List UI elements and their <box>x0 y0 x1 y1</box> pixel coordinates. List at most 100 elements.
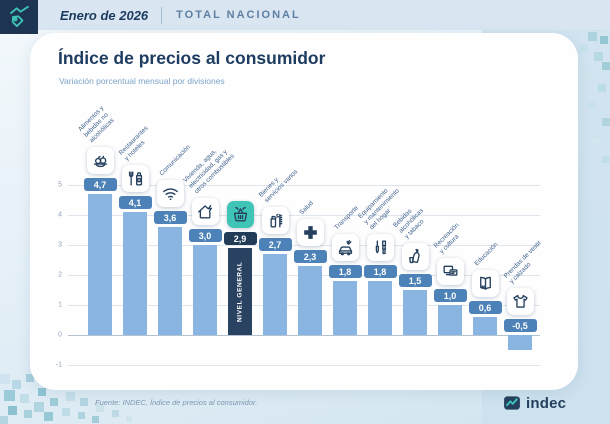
mosaic-square <box>34 402 44 412</box>
mosaic-square <box>26 374 34 382</box>
mosaic-square <box>112 410 119 417</box>
mosaic-square <box>0 374 10 384</box>
wifi-icon <box>156 180 184 207</box>
y-axis-tick: 1 <box>58 301 62 309</box>
bar-prendas-vestir <box>508 335 532 350</box>
ipc-tag-icon <box>0 0 38 34</box>
mosaic-square <box>92 416 99 423</box>
value-badge-transporte: 1,8 <box>328 265 362 278</box>
mosaic-square <box>8 406 17 415</box>
mosaic-square <box>4 390 15 401</box>
gridline <box>68 185 540 186</box>
mosaic-square <box>126 416 132 422</box>
mosaic-square <box>580 44 588 52</box>
y-axis-tick: -1 <box>55 361 62 369</box>
value-badge-comunicacion: 3,6 <box>153 211 187 224</box>
mosaic-square <box>38 388 46 396</box>
category-label-restaurantes: Restaurantes y hoteles <box>117 124 150 163</box>
y-axis-tick: 0 <box>58 331 62 339</box>
mosaic-square <box>602 156 609 163</box>
mosaic-square <box>24 410 32 418</box>
y-axis-tick: 3 <box>58 241 62 249</box>
mosaic-square <box>44 412 53 421</box>
basket-icon <box>226 201 254 228</box>
media-icon <box>436 258 464 285</box>
value-badge-nivel-general: 2,9 <box>223 232 257 245</box>
mosaic-square <box>588 102 595 109</box>
value-badge-prendas-vestir: -0,5 <box>503 319 537 332</box>
category-label-transporte: Transporte <box>333 204 360 232</box>
bar-chart: 5 4 3 2 1 0 -1 4,7 Alimentos y bebidas no alcohó… <box>30 33 578 390</box>
top-bar: Enero de 2026 TOTAL NACIONAL <box>0 0 610 30</box>
y-axis-tick: 5 <box>58 181 62 189</box>
mosaic-square <box>588 32 597 41</box>
category-label-bienes-servicios: Bienes y servicios varios <box>257 168 300 205</box>
spray-comb-icon <box>261 207 289 234</box>
mosaic-square <box>602 118 610 126</box>
bar-alimentos <box>88 194 112 335</box>
bar-transporte <box>333 281 357 335</box>
value-badge-alimentos: 4,7 <box>83 178 117 191</box>
bar-bebidas-tabaco <box>403 290 427 335</box>
tshirt-icon <box>506 288 534 315</box>
mosaic-square <box>600 36 608 44</box>
gridline <box>68 365 540 366</box>
mosaic-square <box>78 412 85 419</box>
mosaic-square <box>12 380 21 389</box>
indec-logo: indec <box>502 393 566 413</box>
mosaic-square <box>586 70 594 78</box>
car-wrench-icon <box>331 234 359 261</box>
value-badge-bebidas-tabaco: 1,5 <box>398 274 432 287</box>
bar-bienes-servicios <box>263 254 287 335</box>
value-badge-vivienda: 3,0 <box>188 229 222 242</box>
indec-logo-text: indec <box>526 394 567 412</box>
mosaic-square <box>592 138 599 145</box>
value-badge-recreacion: 1,0 <box>433 289 467 302</box>
health-cross-icon <box>296 219 324 246</box>
value-badge-bienes-servicios: 2,7 <box>258 238 292 251</box>
book-icon <box>471 270 499 297</box>
y-axis-tick: 4 <box>58 211 62 219</box>
bar-recreacion <box>438 305 462 335</box>
mosaic-square <box>80 398 88 406</box>
mosaic-square <box>598 84 606 92</box>
house-energy-icon <box>191 198 219 225</box>
bar-restaurantes <box>123 212 147 335</box>
mosaic-square <box>602 62 610 70</box>
source-note: Fuente: INDEC, Índice de precios al cons… <box>95 398 258 407</box>
gridline <box>68 215 540 216</box>
mosaic-square <box>20 394 29 403</box>
page-subtitle: Variación porcentual mensual por divisio… <box>59 76 225 86</box>
value-badge-salud: 2,3 <box>293 250 327 263</box>
mosaic-square <box>66 392 75 401</box>
value-badge-equipamiento-hogar: 1,8 <box>363 265 397 278</box>
bar-nivel-general: NIVEL GENERAL <box>228 248 252 335</box>
period-label: Enero de 2026 <box>60 7 149 23</box>
bar-equipamiento-hogar <box>368 281 392 335</box>
bar-vivienda <box>193 245 217 335</box>
header-divider <box>161 6 163 24</box>
value-badge-educacion: 0,6 <box>468 301 502 314</box>
scope-label: TOTAL NACIONAL <box>176 9 301 21</box>
mosaic-square <box>96 404 104 412</box>
value-badge-restaurantes: 4,1 <box>118 196 152 209</box>
food-icon <box>86 147 114 174</box>
mosaic-square <box>50 398 58 406</box>
y-axis-tick: 2 <box>58 271 62 279</box>
bottle-icon <box>401 243 429 270</box>
category-label-prendas-vestir: Prendas de vestir y calzado <box>502 239 543 286</box>
tools-icon <box>366 234 394 261</box>
cutlery-icon <box>121 165 149 192</box>
mosaic-square <box>594 52 603 61</box>
bar-educacion <box>473 317 497 335</box>
highlight-bar-label: NIVEL GENERAL <box>236 261 244 322</box>
bar-comunicacion <box>158 227 182 335</box>
category-label-alimentos: Alimentos y bebidas no alcohólicas <box>77 104 116 145</box>
gridline <box>68 335 540 336</box>
chart-card: Índice de precios al consumidor Variació… <box>30 33 578 390</box>
bar-salud <box>298 266 322 335</box>
mosaic-square <box>62 408 70 416</box>
page-title: Índice de precios al consumidor <box>58 48 326 68</box>
category-label-recreacion: Recreación y cultura <box>432 221 461 256</box>
